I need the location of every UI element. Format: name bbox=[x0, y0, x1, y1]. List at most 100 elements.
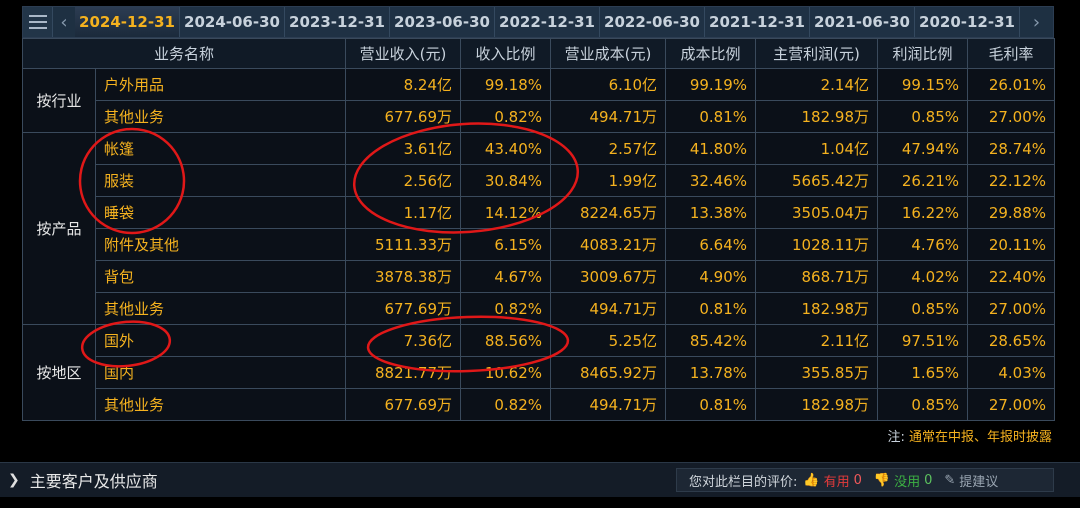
table-row: 其他业务 677.69万 0.82% 494.71万 0.81% 182.98万 0.85%… bbox=[23, 100, 1056, 133]
thumbs-up-icon[interactable]: 👍 bbox=[803, 472, 820, 488]
cell-gross-margin: 22.12% bbox=[967, 164, 1056, 197]
cell-gross-margin: 29.88% bbox=[967, 196, 1056, 229]
table-row: 睡袋 1.17亿 14.12% 8224.65万 13.38% 3505.04万 16.22… bbox=[23, 196, 1056, 229]
cell-revenue-ratio: 14.12% bbox=[460, 196, 552, 229]
table-row: 按产品 帐篷 3.61亿 43.40% 2.57亿 41.80% 1.04亿 47.94% 28… bbox=[22, 132, 1056, 325]
cell-profit: 5665.42万 bbox=[755, 164, 879, 197]
cell-cost-ratio: 85.42% bbox=[665, 324, 757, 357]
cell-cost-ratio: 13.78% bbox=[665, 356, 757, 389]
cell-profit-ratio: 0.85% bbox=[877, 100, 969, 133]
useful-count: 0 bbox=[853, 472, 862, 488]
table-row: 按行业 户外用品 8.24亿 99.18% 6.10亿 99.19% 2.14亿 99.15%… bbox=[22, 68, 1056, 133]
cell-profit-ratio: 4.02% bbox=[877, 260, 969, 293]
cell-profit: 182.98万 bbox=[755, 100, 879, 133]
group-label-industry: 按行业 bbox=[22, 68, 96, 133]
tab-2020-12-31[interactable]: 2020-12-31 bbox=[915, 7, 1020, 37]
cell-revenue-ratio: 30.84% bbox=[460, 164, 552, 197]
cell-revenue-ratio: 0.82% bbox=[460, 292, 552, 325]
cell-row-name: 服装 bbox=[94, 164, 347, 197]
cell-revenue-ratio: 0.82% bbox=[460, 100, 552, 133]
cell-profit: 3505.04万 bbox=[755, 196, 879, 229]
thumbs-down-icon[interactable]: 👎 bbox=[873, 472, 891, 488]
header-business-name: 业务名称 bbox=[21, 38, 347, 69]
cell-revenue: 5111.33万 bbox=[345, 228, 462, 261]
cell-row-name: 附件及其他 bbox=[94, 228, 347, 261]
date-tab-bar: ‹ 2024-12-31 2024-06-30 2023-12-31 2023-… bbox=[22, 6, 1054, 38]
cell-profit-ratio: 99.15% bbox=[877, 68, 969, 101]
cell-revenue: 677.69万 bbox=[345, 100, 462, 133]
cell-cost-ratio: 13.38% bbox=[665, 196, 757, 229]
tab-2023-06-30[interactable]: 2023-06-30 bbox=[390, 7, 495, 37]
cell-cost: 494.71万 bbox=[550, 100, 667, 133]
cell-revenue-ratio: 6.15% bbox=[460, 228, 552, 261]
cell-row-name: 其他业务 bbox=[94, 100, 347, 133]
cell-profit-ratio: 0.85% bbox=[877, 292, 969, 325]
cell-cost-ratio: 0.81% bbox=[665, 388, 757, 421]
cell-revenue: 1.17亿 bbox=[345, 196, 462, 229]
tab-2022-06-30[interactable]: 2022-06-30 bbox=[600, 7, 705, 37]
cell-cost: 1.99亿 bbox=[550, 164, 667, 197]
cell-gross-margin: 4.03% bbox=[967, 356, 1056, 389]
cell-gross-margin: 27.00% bbox=[967, 100, 1056, 133]
cell-revenue-ratio: 4.67% bbox=[460, 260, 552, 293]
table-row: 按地区 国外 7.36亿 88.56% 5.25亿 85.42% 2.11亿 97.51% 28… bbox=[22, 324, 1056, 421]
tab-2023-12-31[interactable]: 2023-12-31 bbox=[285, 7, 390, 37]
cell-revenue: 677.69万 bbox=[345, 292, 462, 325]
cell-cost-ratio: 32.46% bbox=[665, 164, 757, 197]
section-toggle[interactable]: ❯ 主要客户及供应商 bbox=[8, 463, 158, 497]
header-cost-ratio: 成本比例 bbox=[665, 38, 757, 69]
header-cost: 营业成本(元) bbox=[550, 38, 667, 69]
useless-button[interactable]: 没用 bbox=[894, 474, 921, 490]
header-revenue-ratio: 收入比例 bbox=[460, 38, 552, 69]
chevron-right-icon[interactable]: › bbox=[1020, 7, 1053, 37]
cell-profit: 1028.11万 bbox=[755, 228, 879, 261]
cell-cost-ratio: 0.81% bbox=[665, 100, 757, 133]
cell-revenue: 8.24亿 bbox=[345, 68, 462, 101]
table-row: 服装 2.56亿 30.84% 1.99亿 32.46% 5665.42万 26.21% 22… bbox=[23, 164, 1056, 197]
cell-row-name: 其他业务 bbox=[94, 292, 347, 325]
cell-cost-ratio: 4.90% bbox=[665, 260, 757, 293]
cell-cost-ratio: 6.64% bbox=[665, 228, 757, 261]
note-prefix: 注: bbox=[887, 430, 905, 445]
tab-2024-06-30[interactable]: 2024-06-30 bbox=[180, 7, 285, 37]
cell-gross-margin: 28.65% bbox=[967, 324, 1056, 357]
cell-profit: 2.14亿 bbox=[755, 68, 879, 101]
menu-button[interactable] bbox=[23, 7, 53, 37]
menu-icon bbox=[28, 15, 47, 29]
cell-profit-ratio: 47.94% bbox=[877, 132, 969, 165]
cell-profit: 182.98万 bbox=[755, 388, 879, 421]
cell-profit-ratio: 4.76% bbox=[877, 228, 969, 261]
cell-cost: 8465.92万 bbox=[550, 356, 667, 389]
cell-profit-ratio: 16.22% bbox=[877, 196, 969, 229]
disclosure-note: 注: 通常在中报、年报时披露 bbox=[887, 426, 1052, 445]
useful-button[interactable]: 有用 bbox=[823, 474, 850, 490]
cell-revenue-ratio: 10.62% bbox=[460, 356, 552, 389]
cell-row-name: 国内 bbox=[94, 356, 347, 389]
table-row: 国内 8821.77万 10.62% 8465.92万 13.78% 355.85万 1.6… bbox=[23, 356, 1056, 389]
group-label-region: 按地区 bbox=[22, 324, 96, 421]
cell-profit-ratio: 26.21% bbox=[877, 164, 969, 197]
cell-gross-margin: 27.00% bbox=[967, 388, 1056, 421]
pencil-icon[interactable]: ✎ bbox=[944, 472, 956, 488]
tab-2021-06-30[interactable]: 2021-06-30 bbox=[810, 7, 915, 37]
cell-row-name: 睡袋 bbox=[94, 196, 347, 229]
note-text: 通常在中报、年报时披露 bbox=[908, 430, 1052, 445]
cell-profit: 2.11亿 bbox=[755, 324, 879, 357]
cell-row-name: 帐篷 bbox=[94, 132, 347, 165]
cell-revenue: 2.56亿 bbox=[345, 164, 462, 197]
suggest-button[interactable]: 提建议 bbox=[959, 474, 999, 490]
cell-revenue-ratio: 43.40% bbox=[460, 132, 552, 165]
cell-cost: 2.57亿 bbox=[550, 132, 667, 165]
header-profit-ratio: 利润比例 bbox=[877, 38, 969, 69]
cell-profit-ratio: 1.65% bbox=[877, 356, 969, 389]
cell-cost: 3009.67万 bbox=[550, 260, 667, 293]
header-gross-margin: 毛利率 bbox=[967, 38, 1056, 69]
cell-revenue: 8821.77万 bbox=[345, 356, 462, 389]
tab-2021-12-31[interactable]: 2021-12-31 bbox=[705, 7, 810, 37]
tab-2024-12-31[interactable]: 2024-12-31 bbox=[75, 7, 180, 37]
tab-2022-12-31[interactable]: 2022-12-31 bbox=[495, 7, 600, 37]
chevron-left-icon[interactable]: ‹ bbox=[53, 7, 75, 37]
header-revenue: 营业收入(元) bbox=[345, 38, 462, 69]
cell-gross-margin: 20.11% bbox=[967, 228, 1056, 261]
table-header-row: 业务名称 营业收入(元) 收入比例 营业成本(元) 成本比例 主营利润(元) 利… bbox=[21, 38, 1056, 69]
